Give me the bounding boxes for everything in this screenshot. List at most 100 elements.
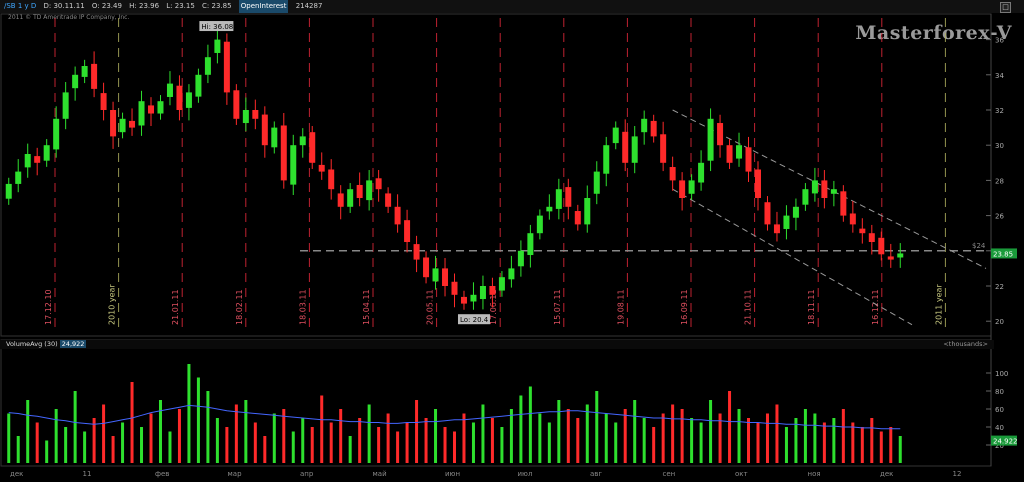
maximize-icon[interactable]: □: [1000, 2, 1011, 13]
volume-bar: [784, 427, 788, 463]
candle-body: [565, 187, 572, 207]
volume-bar: [111, 436, 115, 463]
date-marker-label: 16.09.11: [680, 289, 689, 325]
date-marker-label: 19.08.11: [616, 289, 625, 325]
volume-bar: [633, 400, 637, 463]
last-price-tag: 23.85: [993, 250, 1013, 258]
candle-body: [271, 127, 278, 148]
hi-label: Hi: 36.08: [201, 23, 233, 31]
volume-bar: [851, 422, 855, 463]
volume-bar: [661, 413, 665, 463]
volume-bar: [339, 409, 343, 463]
month-label: ноя: [808, 470, 821, 478]
candle-body: [309, 132, 316, 163]
volume-bar: [699, 422, 703, 463]
last-price-tag-box: [991, 248, 1017, 259]
candle-body: [574, 211, 581, 225]
candle-body: [366, 180, 373, 201]
candle-body: [612, 127, 619, 144]
candle-body: [717, 123, 724, 146]
date-marker-label: 18.02.11: [235, 289, 244, 325]
candle-body: [166, 83, 173, 97]
candle-body: [290, 145, 297, 185]
candle-body: [840, 191, 847, 216]
candle-body: [119, 118, 126, 133]
volume-bar: [149, 413, 153, 463]
lo-label-box: [457, 314, 490, 325]
candle-body: [385, 193, 392, 207]
candle-body: [527, 233, 534, 256]
price-tick-label: 22: [995, 283, 1004, 291]
volume-bar: [822, 422, 826, 463]
volume-bar: [130, 382, 134, 463]
candle-body: [43, 145, 50, 161]
level-label: $24: [972, 242, 986, 250]
volume-bar: [443, 427, 447, 463]
volume-bar: [680, 409, 684, 463]
volume-bar: [396, 431, 400, 463]
month-label: мар: [228, 470, 243, 478]
candle-body: [508, 268, 515, 280]
chart-header: /SB 1 y D D: 30.11.11 O: 23.49 H: 23.96 …: [0, 0, 1024, 13]
volume-bar: [102, 404, 106, 463]
volume-bar: [775, 404, 779, 463]
units-label: <thousands>: [943, 340, 988, 348]
volume-bar: [898, 436, 902, 463]
candle-body: [100, 93, 107, 110]
candle-body: [707, 118, 714, 161]
volume-header: VolumeAvg (30) 24,922 <thousands>: [0, 340, 994, 349]
volume-bar: [481, 404, 485, 463]
volume-tick-label: 40: [995, 424, 1004, 432]
date-readout: D: 30.11.11: [43, 2, 85, 10]
volume-value: 24,922: [59, 340, 87, 348]
high-readout: H: 23.96: [129, 2, 160, 10]
candle-body: [517, 250, 524, 267]
volume-tick-label: 60: [995, 406, 1004, 414]
candle-body: [764, 202, 771, 225]
candle-body: [34, 156, 41, 163]
volume-bar: [728, 391, 732, 463]
price-panel-frame: [0, 13, 992, 337]
volume-bar: [462, 413, 466, 463]
volume-bar: [860, 427, 864, 463]
price-tick-label: 30: [995, 142, 1004, 150]
candle-body: [53, 118, 60, 150]
candle-body: [451, 281, 458, 295]
candle-body: [328, 169, 335, 190]
volume-bar: [45, 440, 49, 463]
volume-bar: [509, 409, 513, 463]
candle-body: [242, 110, 249, 124]
volume-bar: [870, 418, 874, 463]
candle-body: [375, 178, 382, 190]
candle-body: [859, 228, 866, 234]
candle-body: [337, 193, 344, 207]
volume-bar: [623, 409, 627, 463]
date-marker-label: 20.05.11: [426, 289, 435, 325]
symbol-label[interactable]: /SB 1 y D: [4, 2, 37, 10]
volume-bar: [272, 413, 276, 463]
volume-bar: [83, 431, 87, 463]
volume-bar: [16, 436, 20, 463]
price-tick-label: 34: [995, 72, 1004, 80]
candle-body: [555, 189, 562, 209]
month-label: 12: [953, 470, 962, 478]
candle-body: [679, 180, 686, 198]
volume-bar: [301, 418, 305, 463]
date-marker-label: 17.06.11: [489, 289, 498, 325]
candle-body: [783, 215, 790, 229]
candle-body: [736, 145, 743, 159]
candle-body: [81, 66, 88, 77]
candle-body: [498, 277, 505, 291]
candle-body: [233, 90, 240, 119]
volume-bar: [671, 404, 675, 463]
volume-bar: [158, 400, 162, 463]
candle-body: [252, 110, 259, 119]
volume-bar: [794, 418, 798, 463]
volume-value-tag-box: [991, 435, 1017, 446]
volume-bar: [310, 427, 314, 463]
volume-bar: [405, 422, 409, 463]
month-label: май: [373, 470, 387, 478]
volume-bar: [453, 431, 456, 463]
volume-bar: [709, 400, 713, 463]
volume-value-tag: 24.922: [993, 438, 1018, 446]
